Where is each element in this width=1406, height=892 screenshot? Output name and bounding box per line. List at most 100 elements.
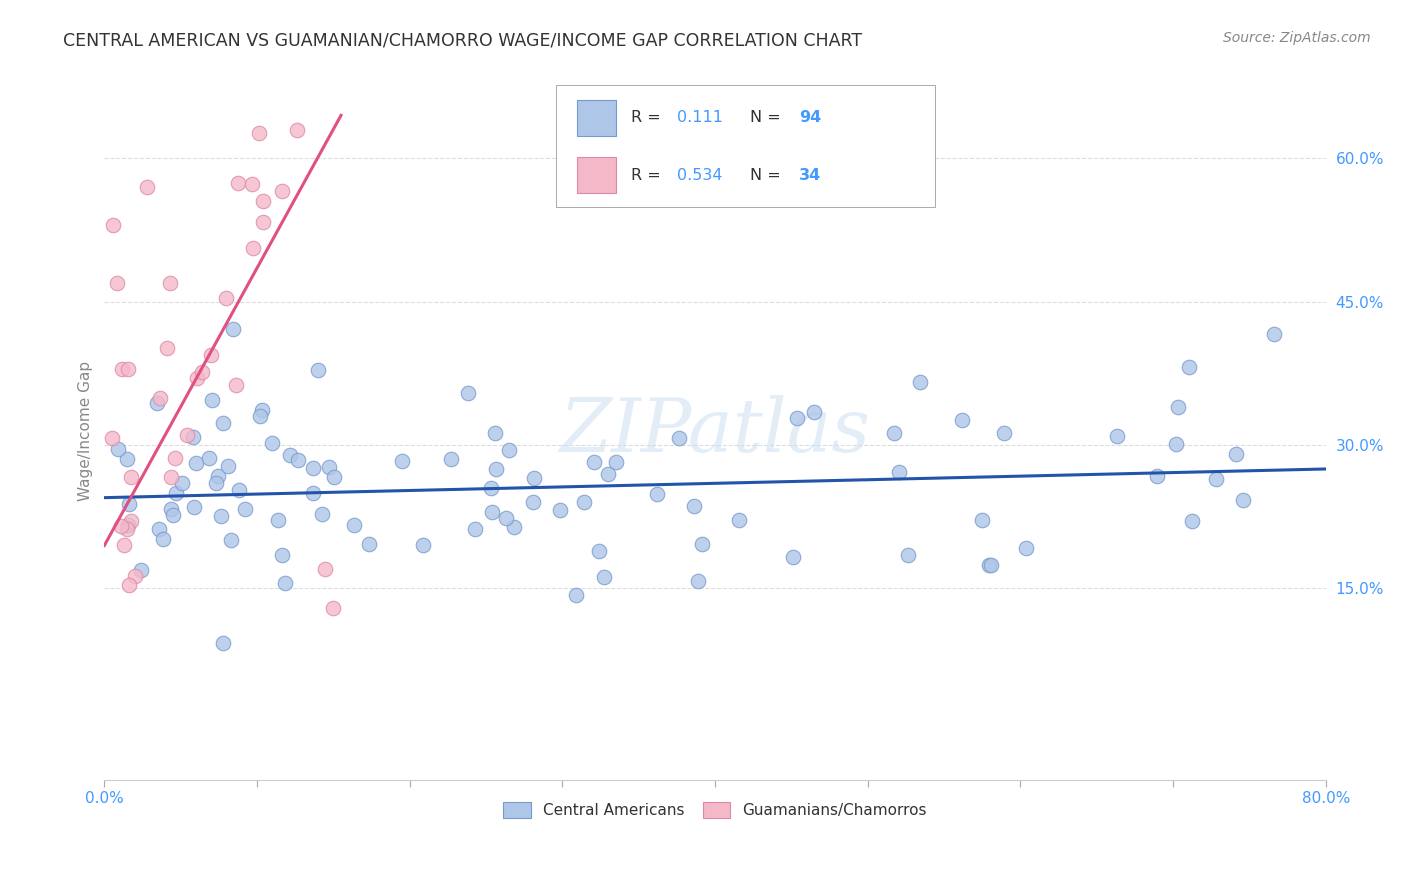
Point [803,405,825,419]
Point [548,503,571,517]
Point [101,219,124,233]
Point [357,537,380,551]
Point [1167,400,1189,414]
Point [887,465,910,479]
Point [993,426,1015,441]
Point [481,505,503,519]
Point [1181,514,1204,528]
Point [588,544,610,558]
Point [1232,493,1254,508]
Point [484,426,506,441]
Point [146,396,169,410]
Point [1205,472,1227,486]
Point [115,451,138,466]
Point [242,241,264,255]
Point [1105,429,1128,443]
Point [198,450,221,465]
Point [522,495,544,509]
Point [1225,447,1247,461]
Point [605,455,627,469]
Point [186,457,208,471]
Point [479,481,502,495]
Point [112,538,135,552]
Point [110,519,132,533]
Point [412,538,434,552]
Point [226,176,249,190]
Text: 94: 94 [800,110,821,125]
Point [222,322,245,336]
Point [267,513,290,527]
Point [271,548,294,562]
Point [979,558,1001,572]
Point [101,431,124,445]
Point [181,430,204,444]
Point [1178,360,1201,375]
Point [117,362,139,376]
Text: Source: ZipAtlas.com: Source: ZipAtlas.com [1223,31,1371,45]
Point [149,391,172,405]
Point [120,515,142,529]
Point [323,470,346,484]
Point [217,458,239,473]
Point [163,450,186,465]
Point [683,499,706,513]
Point [502,520,524,534]
Point [690,537,713,551]
Point [897,548,920,562]
Point [136,180,159,194]
Point [211,417,233,431]
Point [970,513,993,527]
Point [1166,437,1188,451]
Point [160,470,183,484]
Point [201,392,224,407]
FancyBboxPatch shape [576,157,616,194]
Point [117,518,139,533]
Point [170,476,193,491]
Point [252,194,274,208]
FancyBboxPatch shape [557,86,935,208]
Point [209,508,232,523]
Point [207,469,229,483]
Point [105,276,128,290]
Point [645,487,668,501]
Point [686,574,709,589]
Point [593,570,616,584]
Point [728,513,751,527]
Point [322,600,344,615]
Point [522,471,544,485]
Point [252,214,274,228]
Y-axis label: Wage/Income Gap: Wage/Income Gap [79,360,93,500]
Point [318,459,340,474]
Text: R =: R = [631,110,665,125]
Point [1263,327,1285,342]
Point [343,518,366,533]
Point [440,452,463,467]
Point [118,578,141,592]
Point [1146,469,1168,483]
Point [278,448,301,462]
Point [162,508,184,523]
Point [311,507,333,521]
Point [215,291,238,305]
Point [271,184,294,198]
Point [980,558,1002,572]
Point [247,127,270,141]
Point [287,452,309,467]
Point [883,426,905,441]
Point [219,533,242,547]
Point [302,461,325,475]
Point [583,455,606,469]
Text: 34: 34 [800,168,821,183]
Point [240,177,263,191]
Point [564,588,586,602]
Text: 0.111: 0.111 [678,110,723,125]
Point [495,511,517,525]
Point [200,348,222,362]
Point [252,403,274,417]
Text: 0.534: 0.534 [678,168,723,183]
Point [307,363,329,377]
Text: N =: N = [751,168,786,183]
Point [124,569,146,583]
Point [120,469,142,483]
Point [131,563,153,577]
